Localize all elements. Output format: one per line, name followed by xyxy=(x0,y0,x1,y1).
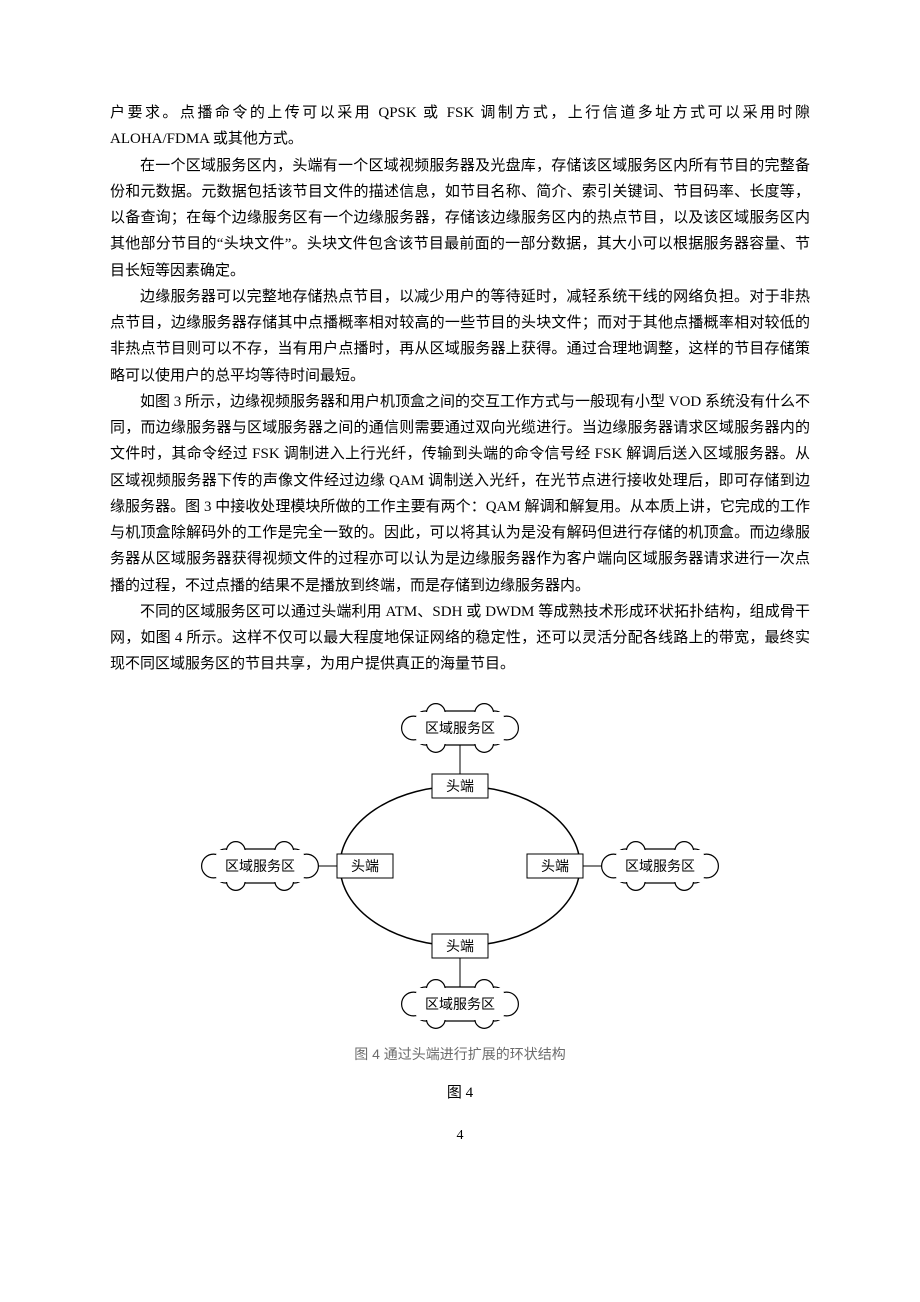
document-page: 户要求。点播命令的上传可以采用 QPSK 或 FSK 调制方式，上行信道多址方式… xyxy=(0,0,920,1209)
svg-text:头端: 头端 xyxy=(446,939,474,955)
figure-4: 头端头端头端头端区域服务区区域服务区区域服务区区域服务区 图 4 通过头端进行扩… xyxy=(110,696,810,1107)
paragraph-2: 边缘服务器可以完整地存储热点节目，以减少用户的等待延时，减轻系统干线的网络负担。… xyxy=(110,284,810,389)
svg-text:区域服务区: 区域服务区 xyxy=(625,859,695,875)
svg-text:区域服务区: 区域服务区 xyxy=(425,721,495,737)
paragraph-3: 如图 3 所示，边缘视频服务器和用户机顶盒之间的交互工作方式与一般现有小型 VO… xyxy=(110,389,810,599)
paragraph-4: 不同的区域服务区可以通过头端利用 ATM、SDH 或 DWDM 等成熟技术形成环… xyxy=(110,599,810,678)
svg-text:头端: 头端 xyxy=(541,859,569,875)
paragraph-1: 在一个区域服务区内，头端有一个区域视频服务器及光盘库，存储该区域服务区内所有节目… xyxy=(110,153,810,284)
svg-text:区域服务区: 区域服务区 xyxy=(225,859,295,875)
svg-text:头端: 头端 xyxy=(351,859,379,875)
svg-text:区域服务区: 区域服务区 xyxy=(425,997,495,1013)
figure-4-diagram: 头端头端头端头端区域服务区区域服务区区域服务区区域服务区 xyxy=(200,696,720,1036)
figure-4-caption-original: 图 4 通过头端进行扩展的环状结构 xyxy=(110,1042,810,1067)
page-number: 4 xyxy=(110,1124,810,1149)
figure-4-caption-below: 图 4 xyxy=(110,1080,810,1106)
svg-text:头端: 头端 xyxy=(446,779,474,795)
paragraph-continuation: 户要求。点播命令的上传可以采用 QPSK 或 FSK 调制方式，上行信道多址方式… xyxy=(110,100,810,153)
